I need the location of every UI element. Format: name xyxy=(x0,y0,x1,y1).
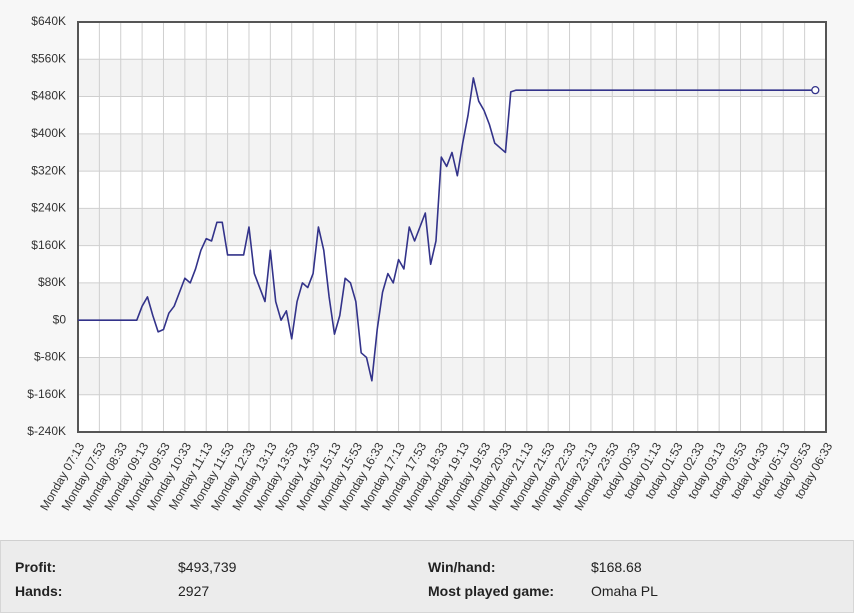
plot-border xyxy=(77,21,827,433)
y-tick-label: $-160K xyxy=(27,387,66,401)
stat-value: 2927 xyxy=(178,583,210,599)
y-tick-label: $-80K xyxy=(34,350,66,364)
stat-value: Omaha PL xyxy=(591,583,658,599)
y-tick-label: $480K xyxy=(31,89,66,103)
y-tick-label: $560K xyxy=(31,51,66,65)
stat-label: Profit: xyxy=(15,559,57,575)
stat-value: $493,739 xyxy=(178,559,237,575)
chart: $-240K $-160K $-80K $0 $80K $160K $240K $320K $4… xyxy=(27,14,836,513)
grid-band xyxy=(78,357,826,395)
stat-label: Win/hand: xyxy=(428,559,496,575)
y-tick-label: $-240K xyxy=(27,424,66,438)
y-tick-label: $400K xyxy=(31,126,66,140)
y-tick-label: $160K xyxy=(31,238,66,252)
end-marker xyxy=(811,85,820,95)
stat-value: $168.68 xyxy=(591,559,642,575)
stat-label: Hands: xyxy=(15,583,63,599)
stats-panel: Profit: $493,739 Hands: 2927 Win/hand: $… xyxy=(0,540,854,613)
grid-band xyxy=(78,282,826,321)
data-line xyxy=(78,77,816,382)
grid-band xyxy=(78,208,826,246)
y-tick-label: $80K xyxy=(38,275,66,289)
y-tick-label: $240K xyxy=(31,201,66,215)
y-tick-label: $320K xyxy=(31,163,66,177)
y-tick-label: $640K xyxy=(31,14,66,28)
grid-band xyxy=(78,59,826,97)
stat-label: Most played game: xyxy=(428,583,555,599)
y-tick-label: $0 xyxy=(53,312,67,326)
